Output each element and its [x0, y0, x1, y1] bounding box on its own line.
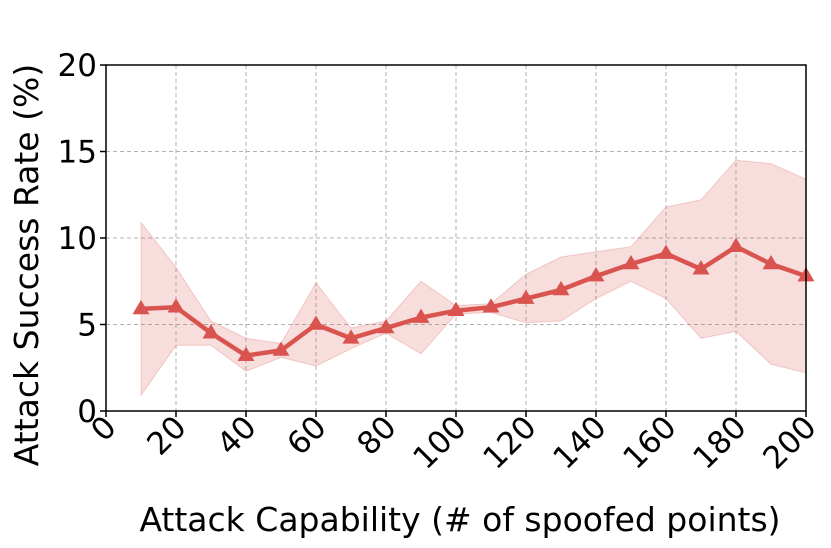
x-tick-label: 60 [280, 409, 333, 462]
y-axis-title: Attack Success Rate (%) [7, 64, 46, 466]
series-line-layer [140, 244, 807, 358]
series-marker-layer [132, 237, 815, 361]
data-point-marker [342, 329, 360, 344]
data-point-marker [762, 254, 780, 270]
y-tick-label: 0 [77, 394, 97, 430]
x-axis-title: Attack Capability (# of spoofed points) [139, 500, 780, 539]
x-tick-label: 140 [546, 409, 613, 476]
x-tick-label: 120 [476, 409, 543, 476]
data-point-marker [167, 298, 185, 313]
y-axis-ticks: 0 5 10 15 20 [58, 48, 106, 430]
data-point-marker [657, 244, 675, 259]
data-point-marker [517, 289, 535, 304]
y-tick-label: 10 [58, 221, 97, 257]
data-point-marker [622, 254, 640, 270]
data-point-marker [202, 324, 220, 339]
x-tick-label: 200 [756, 409, 823, 476]
data-point-marker [552, 280, 570, 296]
x-tick-label: 80 [350, 409, 403, 462]
y-tick-label: 5 [77, 308, 97, 344]
data-point-marker [237, 346, 255, 361]
data-point-marker [377, 318, 395, 334]
x-axis-ticks: 0 20 40 60 80 100 120 140 160 180 200 [84, 409, 823, 476]
data-point-marker [727, 237, 745, 252]
x-tick-label: 180 [686, 409, 753, 476]
x-tick-label: 20 [140, 409, 193, 462]
data-point-marker [307, 315, 325, 330]
x-tick-label: 100 [406, 409, 473, 476]
data-point-marker [412, 308, 430, 323]
y-tick-label: 20 [58, 48, 97, 84]
data-point-marker [272, 341, 290, 356]
series-line [140, 244, 807, 358]
x-tick-label: 160 [616, 409, 683, 476]
data-point-marker [132, 299, 150, 315]
data-point-marker [447, 301, 465, 316]
y-tick-label: 15 [58, 135, 97, 171]
data-point-marker [482, 298, 500, 313]
data-point-marker [587, 267, 605, 282]
x-tick-label: 40 [210, 409, 263, 462]
data-point-marker [692, 260, 710, 275]
